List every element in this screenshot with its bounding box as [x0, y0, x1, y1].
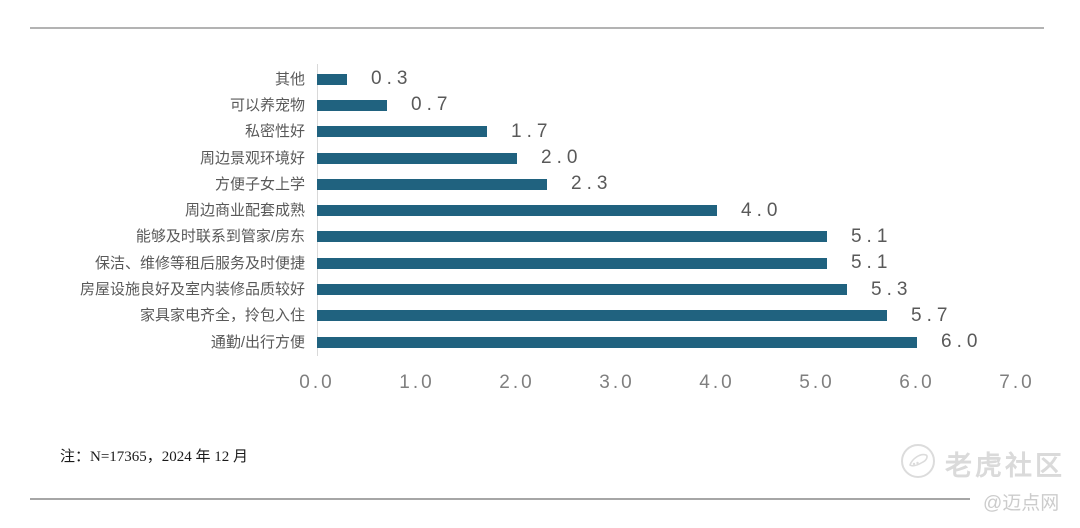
category-label: 家具家电齐全，拎包入住: [139, 307, 305, 325]
x-tick-label: 2.0: [499, 372, 535, 393]
bar: [317, 284, 847, 296]
bar: [317, 73, 347, 85]
bar-track: 5.1: [317, 224, 1017, 250]
bar-track: 6.0: [317, 329, 1017, 355]
note-text: 注：N=17365，2024 年 12 月: [60, 449, 249, 465]
bar-row: 周边景观环境好 2.0: [0, 145, 1060, 171]
bar-track: 5.1: [317, 250, 1017, 276]
bar: [317, 257, 827, 269]
bottom-divider: [30, 498, 970, 500]
category-label: 周边景观环境好: [199, 149, 305, 167]
bar-track: 2.3: [317, 171, 1017, 197]
bar-track: 4.0: [317, 197, 1017, 223]
value-label: 2.0: [541, 147, 583, 169]
value-label: 5.3: [871, 278, 913, 300]
top-divider: [30, 27, 1044, 29]
category-label: 其他: [274, 70, 305, 88]
category-label: 房屋设施良好及室内装修品质较好: [79, 281, 305, 299]
category-label: 周边商业配套成熟: [184, 202, 305, 220]
x-tick-label: 7.0: [999, 372, 1035, 393]
x-tick-label: 5.0: [799, 372, 835, 393]
tiger-circle-logo-icon: [900, 443, 936, 484]
x-tick-label: 6.0: [899, 372, 935, 393]
bar-rows: 其他 0.3 可以养宠物 0.7 私密性好 1.7 周边景观环境好 2.0 方便子女上学 2.3 周…: [0, 66, 1060, 355]
value-label: 5.1: [850, 252, 893, 274]
bar: [317, 336, 917, 348]
bar-track: 5.3: [317, 276, 1017, 302]
community-watermark: 老虎社区: [900, 443, 1065, 484]
site-watermark-label: @迈点网: [983, 493, 1060, 514]
x-axis: 0.0 1.0 2.0 3.0 4.0 5.0 6.0 7.0: [299, 372, 1031, 394]
bar-track: 0.3: [317, 66, 1017, 92]
bar-track: 2.0: [317, 145, 1017, 171]
bar-row: 私密性好 1.7: [0, 119, 1060, 145]
bar: [317, 126, 487, 138]
bar-row: 可以养宠物 0.7: [0, 92, 1060, 118]
bar-row: 能够及时联系到管家/房东 5.1: [0, 224, 1060, 250]
bar: [317, 310, 887, 322]
bar: [317, 231, 827, 243]
value-label: 5.7: [911, 304, 953, 326]
value-label: 0.3: [371, 68, 413, 90]
category-label: 私密性好: [244, 123, 305, 141]
value-label: 1.7: [511, 120, 553, 142]
bar-row: 保洁、维修等租后服务及时便捷 5.1: [0, 250, 1060, 276]
bar: [317, 178, 547, 190]
x-tick-label: 0.0: [299, 372, 335, 393]
value-label: 0.7: [411, 94, 453, 116]
category-label: 方便子女上学: [214, 175, 305, 193]
bar-chart: 其他 0.3 可以养宠物 0.7 私密性好 1.7 周边景观环境好 2.0 方便子女上学 2.3 周…: [0, 66, 1060, 355]
value-label: 5.1: [850, 225, 893, 247]
bar: [317, 205, 717, 217]
bar-track: 5.7: [317, 303, 1017, 329]
bar: [317, 99, 387, 111]
x-tick-label: 3.0: [599, 372, 635, 393]
bar-track: 1.7: [317, 119, 1017, 145]
bar-row: 通勤/出行方便 6.0: [0, 329, 1060, 355]
category-label: 通勤/出行方便: [210, 333, 305, 351]
bar-row: 其他 0.3: [0, 66, 1060, 92]
bar-row: 周边商业配套成熟 4.0: [0, 197, 1060, 223]
value-label: 2.3: [571, 173, 613, 195]
value-label: 4.0: [741, 199, 783, 221]
bar-row: 方便子女上学 2.3: [0, 171, 1060, 197]
category-label: 保洁、维修等租后服务及时便捷: [94, 254, 305, 272]
x-tick-label: 4.0: [699, 372, 735, 393]
category-label: 能够及时联系到管家/房东: [135, 228, 305, 246]
value-label: 6.0: [941, 331, 983, 353]
category-label: 可以养宠物: [229, 96, 305, 114]
bar-row: 家具家电齐全，拎包入住 5.7: [0, 303, 1060, 329]
bar: [317, 152, 517, 164]
community-watermark-label: 老虎社区: [945, 451, 1065, 481]
bar-track: 0.7: [317, 92, 1017, 118]
bar-row: 房屋设施良好及室内装修品质较好 5.3: [0, 276, 1060, 302]
x-tick-label: 1.0: [399, 372, 435, 393]
